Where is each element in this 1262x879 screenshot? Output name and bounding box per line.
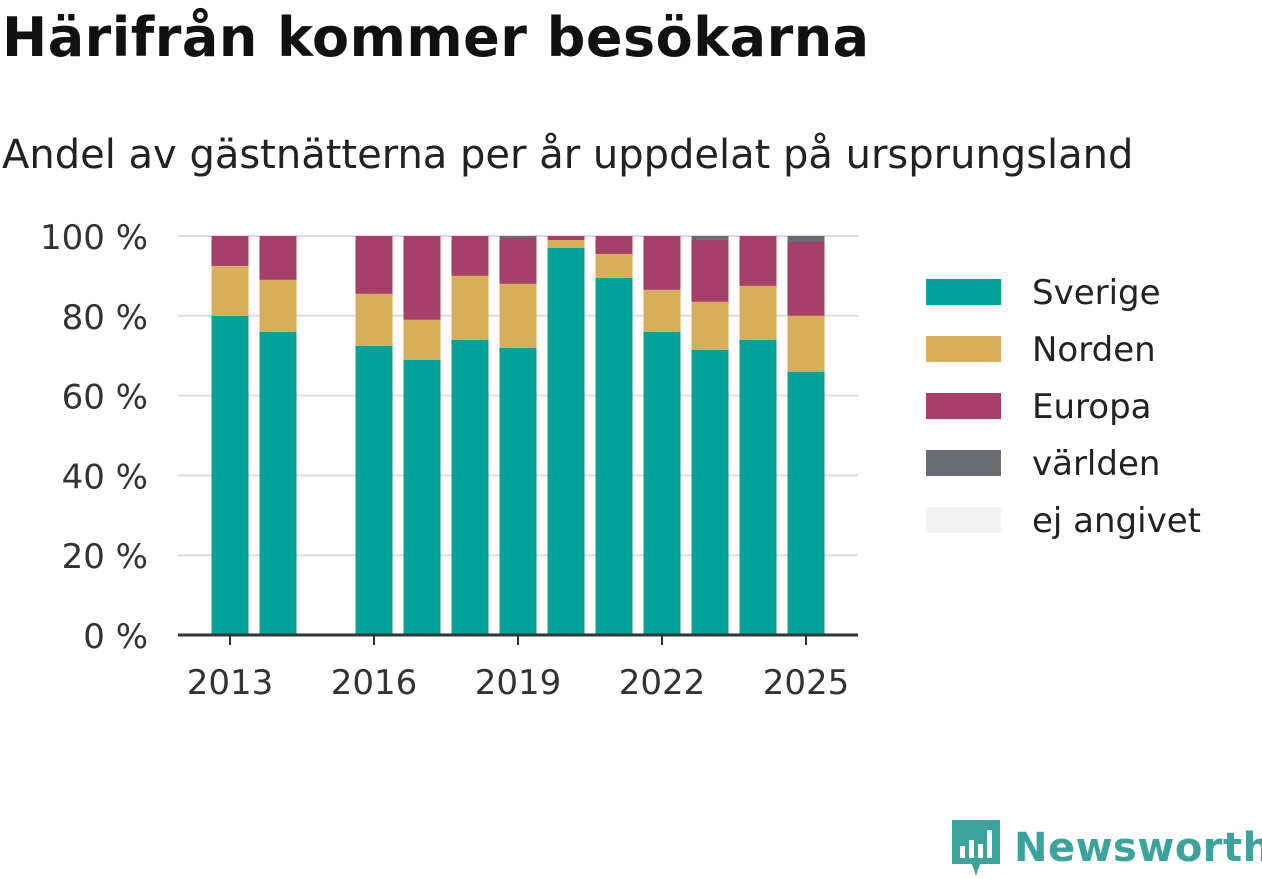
bar-segment xyxy=(691,301,729,350)
legend-label: Sverige xyxy=(1032,273,1161,313)
legend-label: Norden xyxy=(1032,330,1156,370)
x-tick-label: 2022 xyxy=(619,663,706,703)
legend-swatch xyxy=(926,393,1001,419)
bar-segment xyxy=(643,236,681,290)
bar-segment xyxy=(643,331,681,635)
bar-segment xyxy=(403,319,441,360)
bar-segment xyxy=(499,237,537,284)
newsworthy-icon xyxy=(952,820,1000,876)
bar-segment xyxy=(499,347,537,635)
bar-segment xyxy=(739,339,777,635)
bar-segment xyxy=(355,293,393,346)
bar-segment xyxy=(739,285,777,340)
bar-segment xyxy=(355,345,393,635)
bar-segment xyxy=(787,315,825,372)
legend: Sverige Norden Europa världen ej angivet xyxy=(926,273,1201,541)
y-tick-label: 0 % xyxy=(83,617,148,657)
bar-segment xyxy=(451,275,489,340)
y-tick-label: 20 % xyxy=(62,537,148,577)
bar-segment xyxy=(355,236,393,294)
legend-swatch xyxy=(926,450,1001,476)
legend-label: ej angivet xyxy=(1032,501,1201,541)
y-tick-label: 100 % xyxy=(40,218,148,258)
bar-segment xyxy=(259,279,297,332)
legend-label: världen xyxy=(1032,444,1160,484)
x-tick-label: 2016 xyxy=(331,663,418,703)
chart-title: Härifrån kommer besökarna xyxy=(2,6,870,69)
bar-segment xyxy=(451,339,489,635)
bar-segment xyxy=(211,315,249,635)
x-axis: 2013 2016 2019 2022 2025 xyxy=(178,633,858,703)
brand-name: Newsworthy xyxy=(1014,825,1262,871)
bar-segment xyxy=(499,236,537,238)
bar-segment xyxy=(403,359,441,635)
bar-segment xyxy=(595,277,633,635)
newsworthy-logo: Newsworthy xyxy=(950,818,1262,878)
bar-segment xyxy=(643,289,681,332)
bar-segment xyxy=(787,241,825,316)
bar-segment xyxy=(259,236,297,280)
y-axis: 0 % 20 % 40 % 60 % 80 % 100 % xyxy=(40,218,148,657)
bar-segment xyxy=(547,236,585,240)
bar-segment xyxy=(259,331,297,635)
x-tick-label: 2019 xyxy=(475,663,562,703)
bar-segment xyxy=(787,371,825,635)
bar-segment xyxy=(451,236,489,276)
bar-segment xyxy=(691,239,729,302)
bar-segment xyxy=(739,236,777,286)
legend-swatch xyxy=(926,336,1001,362)
legend-swatch xyxy=(926,507,1001,533)
bars xyxy=(211,236,825,635)
bar-segment xyxy=(595,253,633,278)
y-tick-label: 80 % xyxy=(62,298,148,338)
chart-subtitle: Andel av gästnätterna per år uppdelat på… xyxy=(2,132,1134,178)
legend-swatch xyxy=(926,279,1001,305)
legend-label: Europa xyxy=(1032,387,1151,427)
bar-segment xyxy=(499,283,537,348)
bar-segment xyxy=(691,349,729,635)
y-tick-label: 40 % xyxy=(62,457,148,497)
bar-segment xyxy=(691,236,729,240)
bar-segment xyxy=(547,239,585,248)
x-tick-label: 2025 xyxy=(763,663,850,703)
x-tick-label: 2013 xyxy=(187,663,274,703)
y-tick-label: 60 % xyxy=(62,378,148,418)
bar-segment xyxy=(547,247,585,635)
bar-segment xyxy=(211,236,249,266)
bar-segment xyxy=(403,236,441,320)
bar-segment xyxy=(595,236,633,254)
bar-segment xyxy=(211,265,249,316)
bar-segment xyxy=(787,236,825,242)
